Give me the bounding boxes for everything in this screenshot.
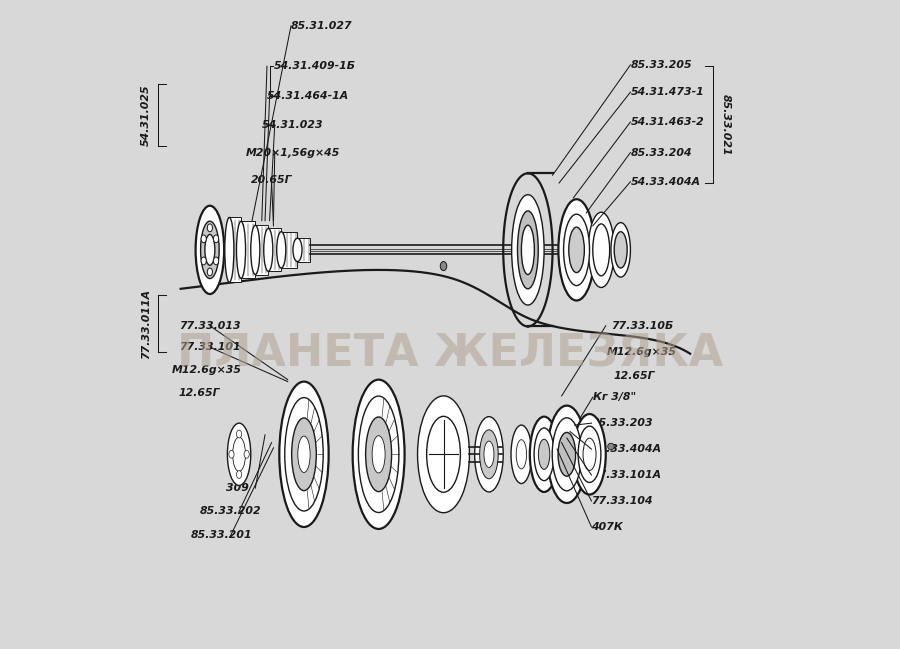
Ellipse shape <box>276 232 286 268</box>
Ellipse shape <box>207 224 212 232</box>
Ellipse shape <box>284 398 323 511</box>
Text: 77.33.011А: 77.33.011А <box>141 289 151 358</box>
Text: 54.31.464-1А: 54.31.464-1А <box>267 91 349 101</box>
Ellipse shape <box>558 199 595 300</box>
Ellipse shape <box>372 435 385 473</box>
Ellipse shape <box>292 418 316 491</box>
Text: 77.33.101А: 77.33.101А <box>591 470 662 480</box>
Text: М20×1,56g×45: М20×1,56g×45 <box>246 147 340 158</box>
Ellipse shape <box>563 214 590 286</box>
Ellipse shape <box>201 221 220 278</box>
Text: Кг 3/8": Кг 3/8" <box>593 392 636 402</box>
Polygon shape <box>256 225 268 275</box>
Ellipse shape <box>608 443 614 450</box>
Ellipse shape <box>237 471 242 478</box>
Text: 77.33.104: 77.33.104 <box>591 496 653 506</box>
Text: 85.33.204: 85.33.204 <box>630 147 692 158</box>
Polygon shape <box>268 228 282 271</box>
Text: 309: 309 <box>226 483 249 493</box>
Ellipse shape <box>237 221 246 278</box>
Text: 85.33.021: 85.33.021 <box>721 94 731 155</box>
Ellipse shape <box>484 441 494 467</box>
Polygon shape <box>298 238 310 262</box>
Text: М12.6g×35: М12.6g×35 <box>172 365 242 375</box>
Text: 54.31.025: 54.31.025 <box>141 84 151 146</box>
Ellipse shape <box>512 195 544 305</box>
Ellipse shape <box>195 206 224 294</box>
Text: 85.33.203: 85.33.203 <box>591 418 653 428</box>
Ellipse shape <box>213 235 219 243</box>
Ellipse shape <box>279 382 328 527</box>
Ellipse shape <box>201 257 206 265</box>
Polygon shape <box>228 217 241 282</box>
Text: 54.31.409-1Б: 54.31.409-1Б <box>274 61 356 71</box>
Ellipse shape <box>264 228 273 271</box>
Text: 85.33.205: 85.33.205 <box>630 60 692 70</box>
Text: 54.31.023: 54.31.023 <box>262 119 323 130</box>
Ellipse shape <box>229 450 234 458</box>
Text: 85.33.202: 85.33.202 <box>200 506 262 517</box>
Text: 407К: 407К <box>591 522 623 532</box>
Text: 77.33.013: 77.33.013 <box>179 321 240 331</box>
Text: М12.6g×35: М12.6g×35 <box>608 347 677 357</box>
Text: 12.65Г: 12.65Г <box>614 371 655 382</box>
Ellipse shape <box>578 426 601 482</box>
Ellipse shape <box>244 450 249 458</box>
Ellipse shape <box>558 432 576 476</box>
Ellipse shape <box>237 430 242 438</box>
Text: 85.33.201: 85.33.201 <box>191 530 252 541</box>
Ellipse shape <box>569 227 584 273</box>
Ellipse shape <box>213 257 219 265</box>
Ellipse shape <box>225 217 234 282</box>
Ellipse shape <box>518 211 538 289</box>
Ellipse shape <box>593 224 609 276</box>
Ellipse shape <box>205 234 215 265</box>
Ellipse shape <box>547 406 586 503</box>
Text: 54.31.463-2: 54.31.463-2 <box>630 117 704 127</box>
Ellipse shape <box>207 268 212 276</box>
Ellipse shape <box>534 428 554 481</box>
Text: 12.65Г: 12.65Г <box>179 387 220 398</box>
Ellipse shape <box>228 423 251 485</box>
Text: 77.33.10Б: 77.33.10Б <box>611 321 673 331</box>
Text: 54.33.404А: 54.33.404А <box>591 444 662 454</box>
Text: 54.31.473-1: 54.31.473-1 <box>630 87 704 97</box>
Ellipse shape <box>511 425 532 484</box>
Ellipse shape <box>530 417 558 492</box>
Ellipse shape <box>589 212 614 288</box>
Ellipse shape <box>298 436 310 472</box>
Ellipse shape <box>583 438 596 471</box>
Ellipse shape <box>474 417 503 492</box>
Ellipse shape <box>251 225 260 275</box>
Ellipse shape <box>573 414 606 495</box>
Ellipse shape <box>611 223 630 277</box>
Ellipse shape <box>201 235 206 243</box>
Ellipse shape <box>365 417 392 492</box>
Ellipse shape <box>353 380 405 529</box>
Ellipse shape <box>292 238 302 262</box>
Ellipse shape <box>553 418 581 491</box>
Ellipse shape <box>427 417 461 492</box>
Polygon shape <box>241 221 256 278</box>
Text: 54.33.404А: 54.33.404А <box>630 177 700 187</box>
Ellipse shape <box>538 439 550 469</box>
Ellipse shape <box>614 232 627 268</box>
Ellipse shape <box>440 262 446 271</box>
Ellipse shape <box>418 396 470 513</box>
Ellipse shape <box>358 396 399 513</box>
Text: 20.65Г: 20.65Г <box>251 175 292 186</box>
Ellipse shape <box>480 430 499 479</box>
Text: 77.33.101: 77.33.101 <box>179 342 240 352</box>
Text: ПЛАНЕТА ЖЕЛЕЗЯКА: ПЛАНЕТА ЖЕЛЕЗЯКА <box>177 332 723 375</box>
Ellipse shape <box>517 440 526 469</box>
Ellipse shape <box>521 225 535 275</box>
Polygon shape <box>282 232 298 268</box>
Ellipse shape <box>232 437 246 471</box>
Text: 85.31.027: 85.31.027 <box>291 21 353 31</box>
